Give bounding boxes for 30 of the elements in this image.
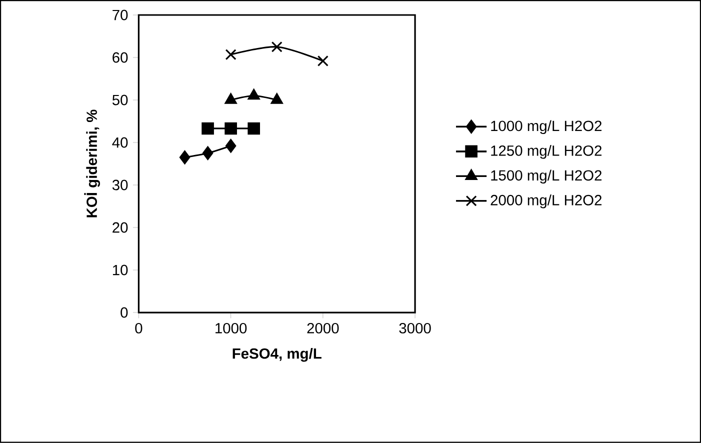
legend-label: 2000 mg/L H2O2 xyxy=(490,194,602,208)
point xyxy=(317,55,328,67)
point xyxy=(224,122,237,135)
y-tick-label: 30 xyxy=(112,180,128,190)
y-tick-label: 0 xyxy=(120,307,128,318)
point xyxy=(248,89,260,100)
legend-label: 1500 mg/L H2O2 xyxy=(491,170,602,184)
point xyxy=(271,41,282,53)
point xyxy=(179,150,190,164)
point xyxy=(270,93,283,104)
y-tick-label: 20 xyxy=(112,222,128,233)
y-tick-label: 10 xyxy=(112,264,128,276)
point xyxy=(248,122,260,135)
x-tick-label: 1000 xyxy=(216,323,247,334)
legend-label: 1000 mg/L H2O2 xyxy=(491,120,602,134)
y-tick-label: 40 xyxy=(112,137,128,148)
point xyxy=(202,146,214,160)
y-tick-label: 60 xyxy=(112,52,128,63)
point xyxy=(225,49,236,60)
x-tick-label: 2000 xyxy=(307,323,339,334)
y-axis-title: KOİ giderimi, % xyxy=(84,110,100,218)
point xyxy=(224,93,237,104)
point xyxy=(202,122,214,135)
y-tick-label: 50 xyxy=(112,94,128,106)
y-tick-label: 70 xyxy=(112,10,128,20)
x-axis-title: FeSO4, mg/L xyxy=(232,348,322,362)
point xyxy=(225,139,236,153)
x-tick-label: 3000 xyxy=(399,323,431,334)
x-tick-label: 0 xyxy=(135,323,142,334)
legend-label: 1250 mg/L H2O2 xyxy=(491,145,602,159)
